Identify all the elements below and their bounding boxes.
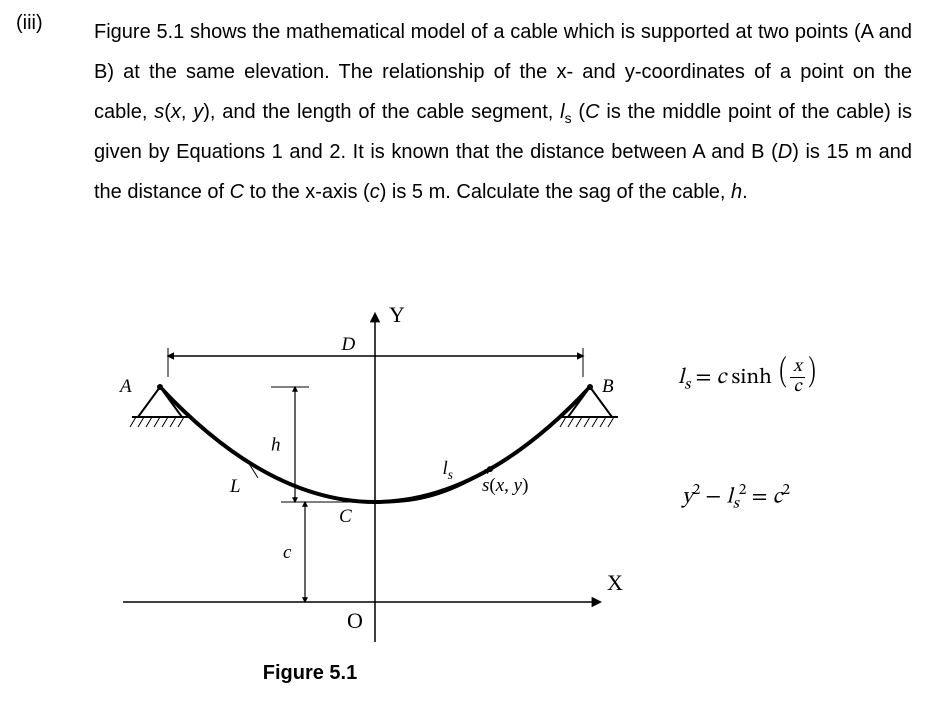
svg-text:B: B <box>602 376 614 397</box>
svg-text:h: h <box>271 435 281 456</box>
svg-text:c: c <box>283 542 292 563</box>
svg-text:A: A <box>118 376 132 397</box>
figure-svg: YXOCABDhcLlss(x, y) <box>105 302 635 672</box>
problem-statement: Figure 5.1 shows the mathematical model … <box>94 12 912 212</box>
page: (iii) Figure 5.1 shows the mathematical … <box>0 0 934 712</box>
equation-1: ls = c sinh (xc) <box>678 354 818 398</box>
item-marker: (iii) <box>16 12 43 35</box>
svg-text:C: C <box>339 506 352 527</box>
equation-2: y2 − ls2 = c2 <box>682 480 790 514</box>
figure-area: YXOCABDhcLlss(x, y) Figure 5.1 <box>105 302 635 712</box>
svg-text:O: O <box>347 608 363 633</box>
equations-block: ls = c sinh (xc) y2 − ls2 = c2 <box>678 340 928 640</box>
svg-text:Y: Y <box>389 302 405 327</box>
figure-caption: Figure 5.1 <box>45 662 575 685</box>
svg-text:D: D <box>341 334 356 355</box>
svg-text:X: X <box>607 570 623 595</box>
svg-text:L: L <box>229 476 241 497</box>
